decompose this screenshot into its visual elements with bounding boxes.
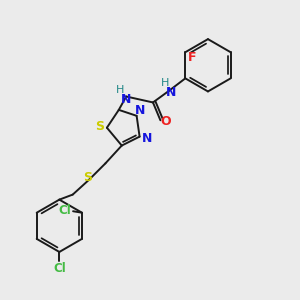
Text: H: H [116, 85, 124, 95]
Text: N: N [166, 86, 176, 99]
Text: S: S [95, 120, 104, 133]
Text: Cl: Cl [53, 262, 66, 275]
Text: S: S [83, 171, 92, 184]
Text: F: F [188, 51, 196, 64]
Text: N: N [135, 104, 146, 117]
Text: N: N [121, 93, 131, 106]
Text: N: N [142, 132, 152, 145]
Text: H: H [161, 78, 169, 88]
Text: Cl: Cl [59, 204, 71, 217]
Text: O: O [160, 115, 171, 128]
